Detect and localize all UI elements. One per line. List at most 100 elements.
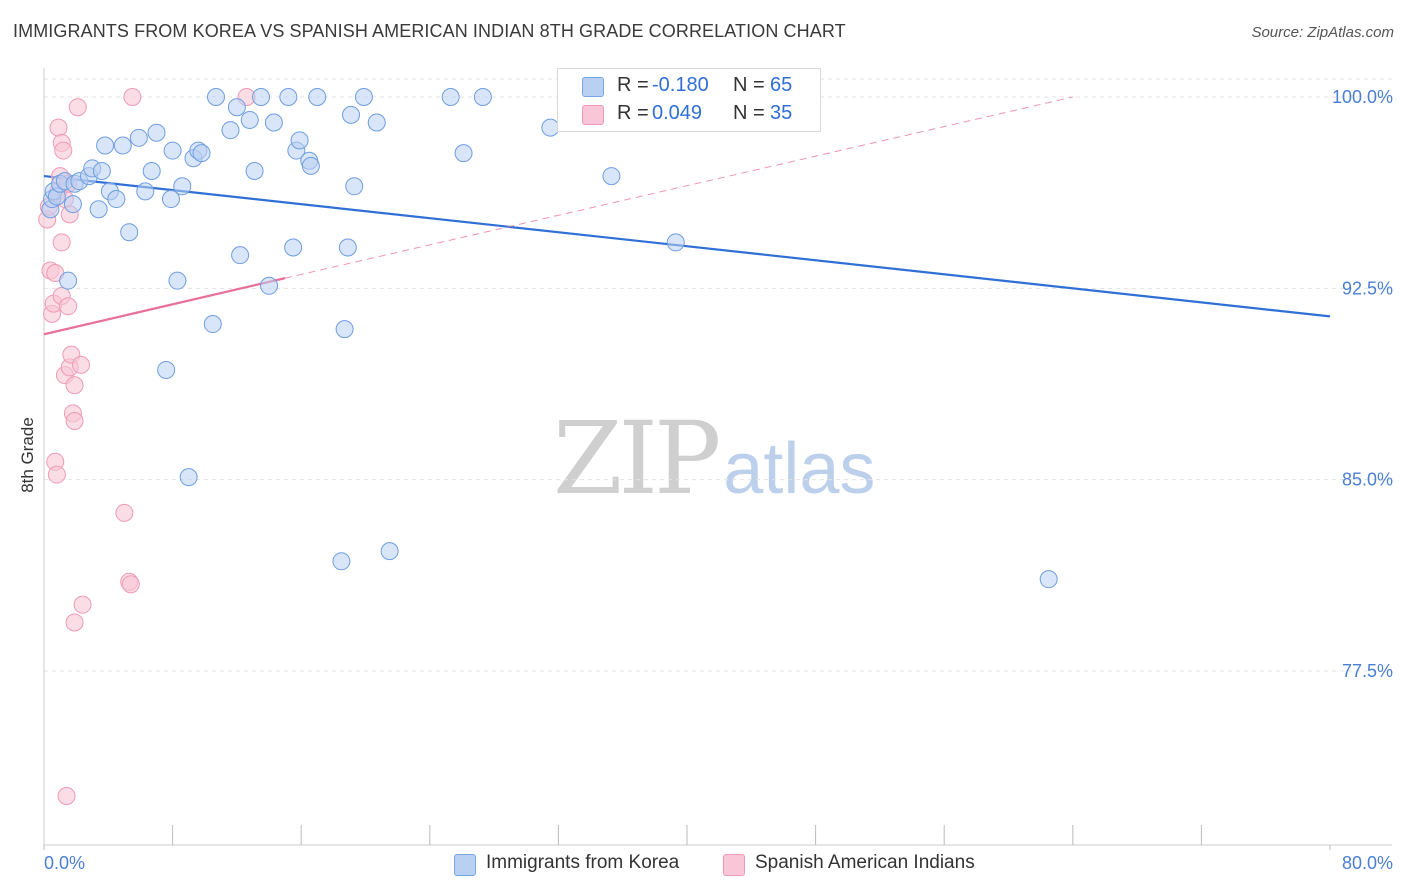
trend-line-2 (285, 96, 1073, 279)
watermark-zip: ZIP (553, 400, 721, 517)
point-korea-34 (245, 161, 264, 180)
point-korea-41 (290, 131, 309, 150)
point-spanish-american-8 (49, 118, 68, 137)
point-korea-18 (136, 182, 155, 201)
point-korea-28 (203, 315, 222, 334)
trend-line-1 (43, 277, 286, 336)
x-tick-label-min: 0.0% (44, 853, 85, 873)
point-korea-24 (173, 177, 192, 196)
point-korea-39 (284, 238, 303, 257)
y-tick-label-2: 85.0% (1342, 470, 1393, 490)
legend-n-label: N = (733, 74, 765, 96)
point-korea-55 (473, 88, 492, 106)
point-korea-20 (147, 123, 166, 142)
legend-swatch-korea (582, 77, 604, 97)
point-korea-31 (227, 98, 246, 117)
point-korea-53 (441, 88, 460, 106)
bottom-legend-label-korea: Immigrants from Korea (486, 852, 680, 873)
point-korea-17 (129, 128, 148, 147)
point-spanish-american-26 (65, 613, 84, 632)
point-spanish-american-30 (115, 503, 134, 522)
correlation-legend: R = -0.180 N = 65 R = 0.049 N = 35 (557, 68, 821, 132)
point-korea-19 (142, 161, 161, 180)
point-spanish-american-33 (123, 88, 142, 106)
point-spanish-american-27 (68, 98, 87, 117)
legend-n-value: 65 (770, 74, 793, 96)
source-credit: Source: ZipAtlas.com (1251, 24, 1394, 41)
point-korea-50 (354, 88, 373, 106)
bottom-legend-swatch-korea (454, 854, 476, 876)
point-korea-64 (179, 468, 198, 487)
point-korea-23 (168, 271, 187, 290)
point-spanish-american-24 (65, 376, 84, 395)
x-tick-labels: 0.0% 80.0% (44, 853, 1393, 873)
point-spanish-american-7 (47, 465, 66, 484)
legend-n-value: 35 (770, 102, 793, 124)
bottom-legend-label-spanish-american: Spanish American Indians (755, 852, 975, 873)
bottom-legend-swatch-spanish-american (723, 854, 745, 876)
point-korea-22 (163, 141, 182, 160)
series-immigrants-from-korea (41, 88, 1058, 589)
point-korea-43 (301, 156, 320, 175)
point-korea-12 (96, 136, 115, 155)
point-korea-49 (345, 177, 364, 196)
point-korea-10 (89, 200, 108, 219)
point-korea-30 (221, 121, 240, 140)
point-korea-16 (120, 223, 139, 242)
point-korea-59 (666, 233, 685, 252)
x-tick-label-max: 80.0% (1342, 853, 1393, 873)
y-tick-label-1: 92.5% (1342, 278, 1393, 298)
legend-r-value: 0.049 (652, 102, 703, 124)
legend-row-spanish-american: R = 0.049 N = 35 (558, 102, 820, 126)
point-korea-47 (338, 238, 357, 257)
legend-r-label: R = (617, 74, 649, 96)
watermark: ZIPatlas (553, 400, 875, 517)
point-korea-61 (59, 271, 78, 290)
point-korea-48 (342, 105, 361, 124)
point-korea-45 (332, 552, 351, 571)
point-spanish-american-14 (54, 141, 73, 160)
point-korea-44 (308, 88, 327, 106)
point-korea-36 (260, 276, 279, 295)
y-tick-label-0: 100.0% (1332, 87, 1393, 107)
y-tick-labels: 100.0% 92.5% 85.0% 77.5% (1332, 87, 1393, 681)
point-korea-63 (157, 360, 176, 379)
point-korea-33 (240, 110, 259, 129)
legend-r-value: -0.180 (652, 74, 709, 96)
point-korea-35 (252, 88, 271, 106)
point-korea-54 (454, 144, 473, 163)
point-korea-37 (264, 113, 283, 132)
point-spanish-american-25 (65, 411, 84, 430)
axes (43, 68, 1392, 850)
point-korea-27 (192, 144, 211, 163)
point-korea-60 (1039, 570, 1058, 589)
point-korea-11 (92, 161, 111, 180)
point-korea-58 (602, 167, 621, 186)
point-korea-52 (380, 542, 399, 561)
point-korea-29 (207, 88, 226, 106)
point-korea-14 (107, 190, 126, 209)
point-spanish-american-28 (71, 355, 90, 374)
point-korea-51 (367, 113, 386, 132)
y-tick-label-3: 77.5% (1342, 661, 1393, 681)
trend-lines (43, 96, 1331, 336)
legend-n-label: N = (733, 102, 765, 124)
point-korea-46 (335, 320, 354, 339)
point-spanish-american-12 (52, 233, 71, 252)
chart-title: IMMIGRANTS FROM KOREA VS SPANISH AMERICA… (13, 21, 846, 41)
point-korea-21 (161, 190, 180, 209)
point-korea-38 (279, 88, 298, 106)
legend-row-korea: R = -0.180 N = 65 (558, 74, 820, 98)
point-spanish-american-17 (57, 787, 76, 806)
point-korea-62 (63, 195, 82, 214)
point-korea-15 (113, 136, 132, 155)
legend-swatch-spanish-american (582, 105, 604, 125)
trend-line-0 (43, 174, 1331, 318)
point-spanish-american-19 (59, 297, 78, 316)
legend-r-label: R = (617, 102, 649, 124)
watermark-atlas: atlas (723, 429, 876, 509)
point-spanish-american-29 (73, 595, 92, 614)
point-spanish-american-32 (121, 575, 140, 594)
point-korea-32 (231, 246, 250, 265)
